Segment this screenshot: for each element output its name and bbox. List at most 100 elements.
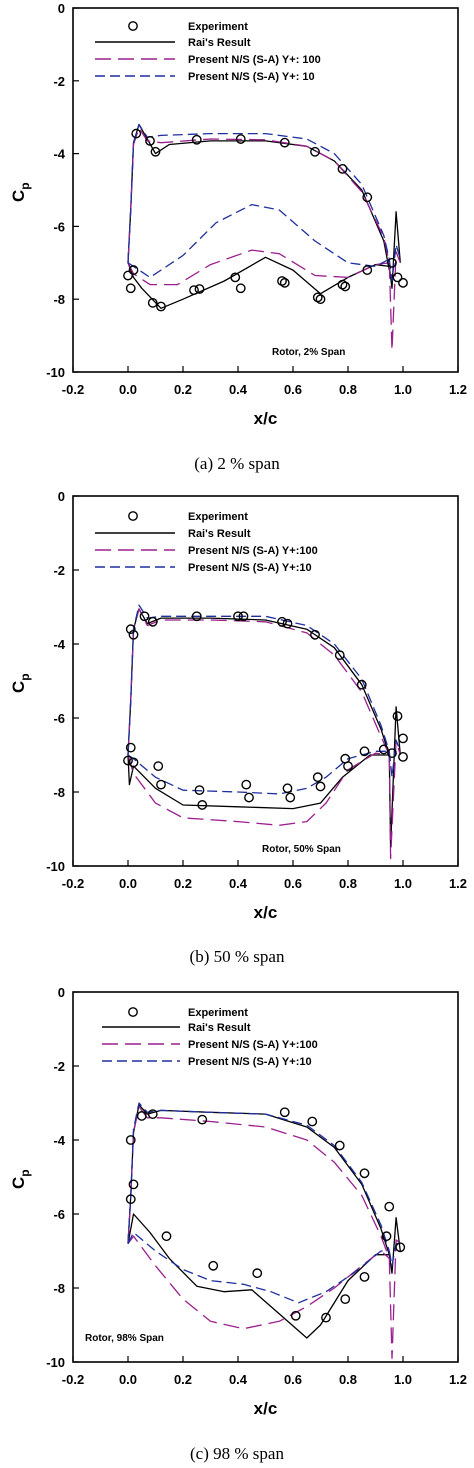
data-point-experiment bbox=[153, 761, 164, 771]
plot-area bbox=[123, 604, 408, 860]
data-point-experiment bbox=[307, 1116, 318, 1127]
data-point-experiment bbox=[230, 272, 241, 283]
data-point-experiment bbox=[125, 1194, 136, 1205]
x-axis-label: x/c bbox=[254, 409, 278, 428]
plot-frame bbox=[72, 495, 459, 867]
plot-frame bbox=[72, 991, 459, 1363]
legend-label: Present N/S (S-A) Y+: 100 bbox=[188, 54, 321, 66]
data-point-experiment bbox=[197, 800, 208, 810]
legend-label: Experiment bbox=[188, 1007, 248, 1019]
x-tick-label: 0.4 bbox=[229, 876, 248, 891]
legend-label: Rai's Result bbox=[188, 1022, 251, 1034]
legend-label: Rai's Result bbox=[188, 37, 251, 49]
legend-label: Present N/S (S-A) Y+:10 bbox=[188, 1056, 312, 1068]
x-tick-label: 1.2 bbox=[449, 876, 467, 891]
x-tick-label: 0.4 bbox=[229, 382, 248, 397]
x-tick-label: 1.0 bbox=[394, 1372, 412, 1387]
x-tick-label: 0.2 bbox=[174, 876, 192, 891]
y-tick-label: 0 bbox=[58, 489, 65, 504]
y-tick-label: -6 bbox=[53, 711, 65, 726]
data-point-experiment bbox=[277, 616, 287, 627]
y-axis-label-main: C bbox=[9, 681, 28, 693]
data-point-experiment bbox=[125, 742, 136, 753]
data-point-experiment bbox=[310, 146, 320, 157]
x-tick-label: 1.2 bbox=[449, 1372, 467, 1387]
x-tick-label: 0.2 bbox=[174, 1372, 192, 1387]
data-point-experiment bbox=[131, 128, 142, 139]
data-point-experiment bbox=[147, 297, 158, 308]
y-axis-label-sub: p bbox=[18, 182, 32, 189]
data-point-experiment bbox=[161, 1231, 172, 1242]
data-point-experiment bbox=[125, 1135, 136, 1145]
legend-label: Present N/S (S-A) Y+: 10 bbox=[188, 71, 315, 83]
series-line-3-upper bbox=[127, 1102, 390, 1252]
y-axis-label: Cp bbox=[9, 182, 32, 202]
data-point-experiment bbox=[359, 1168, 370, 1179]
series-line-1-te bbox=[388, 1217, 401, 1274]
series-line-2-upper bbox=[127, 127, 390, 263]
y-axis-label-main: C bbox=[9, 1177, 28, 1189]
data-point-experiment bbox=[125, 283, 136, 294]
series-line-2-upper bbox=[127, 1106, 390, 1259]
data-point-experiment bbox=[395, 1242, 406, 1253]
x-tick-label: -0.2 bbox=[62, 876, 84, 891]
y-tick-label: -10 bbox=[46, 365, 65, 380]
series-line-1-lower bbox=[127, 754, 390, 810]
data-point-experiment bbox=[147, 1109, 158, 1120]
data-point-experiment bbox=[145, 135, 155, 146]
legend-marker bbox=[128, 511, 138, 521]
legend: Experiment Rai's Result Present N/S (S-A) … bbox=[95, 511, 318, 574]
panel-annotation: Rotor, 2% Span bbox=[272, 347, 345, 358]
data-point-experiment bbox=[123, 270, 133, 281]
series-line-2-te bbox=[388, 1239, 401, 1359]
x-tick-label: -0.2 bbox=[62, 1372, 84, 1387]
plot-frame bbox=[72, 7, 459, 373]
data-point-experiment bbox=[362, 265, 373, 275]
series-line-3-te bbox=[388, 243, 401, 282]
data-point-experiment bbox=[337, 279, 348, 290]
y-tick-label: -4 bbox=[53, 1133, 65, 1148]
legend: Experiment Rai's Result Present N/S (S-A) … bbox=[102, 1007, 318, 1068]
legend-marker bbox=[128, 21, 138, 31]
x-tick-label: 1.2 bbox=[449, 382, 467, 397]
data-point-experiment bbox=[128, 265, 139, 275]
y-tick-label: -4 bbox=[53, 637, 65, 652]
legend: Experiment Rai's Result Present N/S (S-A) … bbox=[95, 21, 321, 83]
data-point-experiment bbox=[398, 733, 408, 744]
series-line-2-te bbox=[388, 251, 401, 351]
y-tick-label: -4 bbox=[53, 147, 65, 162]
y-axis-label: Cp bbox=[9, 1169, 32, 1189]
data-point-experiment bbox=[277, 276, 287, 286]
chart-panel-1: -0.2 0.0 0.2 0.4 0.6 0.8 1.0 1.2 0 -2 -4 -6 -8 -10 x/c… bbox=[9, 1, 467, 473]
data-point-experiment bbox=[378, 744, 389, 755]
series-line-2-upper bbox=[127, 608, 390, 756]
data-point-experiment bbox=[125, 624, 136, 635]
data-point-experiment bbox=[279, 137, 290, 148]
series-line-1-te bbox=[388, 211, 401, 289]
y-tick-label: -2 bbox=[53, 74, 65, 89]
data-point-experiment bbox=[233, 611, 243, 622]
panel-caption: (b) 50 % span bbox=[190, 947, 285, 966]
data-point-experiment bbox=[387, 257, 397, 268]
legend-label: Experiment bbox=[188, 511, 248, 523]
data-point-experiment bbox=[156, 301, 166, 312]
data-point-experiment bbox=[362, 192, 373, 203]
data-point-experiment bbox=[279, 1107, 290, 1118]
series-line-1-lower bbox=[127, 1213, 390, 1339]
x-tick-label: 0.6 bbox=[284, 382, 302, 397]
plot-area bbox=[123, 123, 408, 351]
data-point-experiment bbox=[128, 629, 139, 640]
series-line-1-upper bbox=[127, 608, 390, 756]
data-point-experiment bbox=[156, 779, 166, 790]
data-point-experiment bbox=[312, 292, 323, 303]
chart-panel-3: -0.2 0.0 0.2 0.4 0.6 0.8 1.0 1.2 0 -2 -4 -6 -8 -10 x/c… bbox=[9, 985, 467, 1463]
x-tick-label: 0.6 bbox=[284, 876, 302, 891]
data-point-experiment bbox=[128, 1179, 139, 1190]
series-line-2-lower bbox=[127, 249, 390, 286]
data-point-experiment bbox=[340, 281, 351, 292]
data-point-experiment bbox=[252, 1268, 263, 1279]
legend-label: Present N/S (S-A) Y+:10 bbox=[188, 562, 312, 574]
y-tick-label: -10 bbox=[46, 1355, 65, 1370]
y-tick-label: -8 bbox=[53, 785, 65, 800]
